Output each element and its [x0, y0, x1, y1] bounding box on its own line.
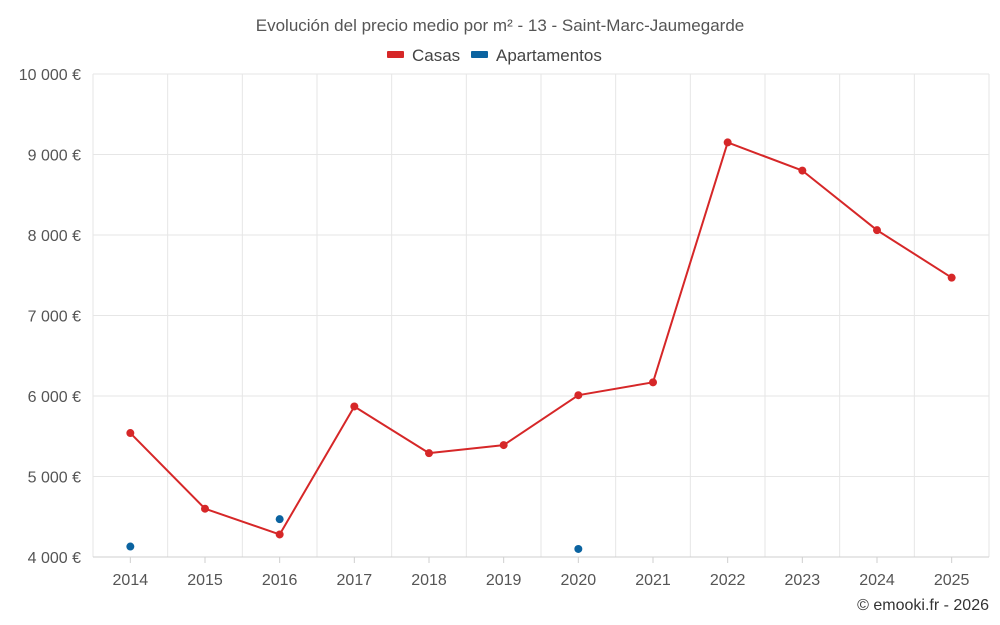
data-point-apartamentos: [275, 515, 284, 524]
data-point-casas: [873, 226, 881, 235]
data-point-casas: [649, 378, 657, 387]
data-point-casas: [350, 402, 359, 411]
x-tick-label: 2017: [337, 572, 373, 589]
x-tick-label: 2016: [262, 572, 298, 589]
grid: [92, 73, 990, 558]
legend-label-apartamentos: Apartamentos: [496, 46, 602, 65]
data-point-casas: [201, 504, 209, 513]
y-tick-label: 10 000 €: [19, 67, 81, 84]
series-line-casas: [129, 141, 953, 536]
data-point-casas: [574, 391, 583, 400]
data-point-apartamentos: [574, 544, 583, 553]
x-tick-label: 2018: [411, 572, 447, 589]
data-point-casas: [126, 429, 135, 438]
x-tick-label: 2020: [561, 572, 597, 589]
y-tick-label: 9 000 €: [28, 148, 81, 165]
legend-item-casas[interactable]: Casas: [387, 46, 460, 65]
legend: Casas Apartamentos: [387, 46, 602, 65]
series: [126, 138, 956, 553]
data-point-casas: [798, 166, 807, 175]
credit-text: © emooki.fr - 2026: [857, 597, 989, 614]
data-point-casas: [947, 273, 956, 282]
x-tick-label: 2021: [635, 572, 671, 589]
legend-swatch-casas: [387, 51, 404, 58]
x-tick-label: 2014: [113, 572, 149, 589]
legend-item-apartamentos[interactable]: Apartamentos: [471, 46, 602, 65]
x-tick-label: 2025: [934, 572, 970, 589]
y-tick-label: 4 000 €: [28, 550, 81, 567]
y-tick-label: 6 000 €: [28, 389, 81, 406]
data-point-casas: [425, 449, 433, 458]
x-tick-label: 2019: [486, 572, 522, 589]
chart-title: Evolución del precio medio por m² - 13 -…: [256, 16, 744, 35]
y-tick-label: 8 000 €: [28, 228, 81, 245]
data-point-casas: [723, 138, 732, 147]
x-tick-label: 2024: [859, 572, 895, 589]
data-point-apartamentos: [126, 542, 135, 551]
y-tick-label: 5 000 €: [28, 470, 81, 487]
x-tick-label: 2015: [187, 572, 223, 589]
y-tick-label: 7 000 €: [28, 309, 81, 326]
axes: 4 000 € 5 000 € 6 000 € 7 000 € 8 000 € 9 000…: [19, 67, 989, 589]
x-tick-label: 2022: [710, 572, 746, 589]
data-point-casas: [499, 441, 508, 450]
data-point-casas: [275, 530, 284, 539]
x-tick-label: 2023: [785, 572, 821, 589]
legend-swatch-apartamentos: [471, 51, 488, 58]
legend-label-casas: Casas: [412, 46, 460, 65]
